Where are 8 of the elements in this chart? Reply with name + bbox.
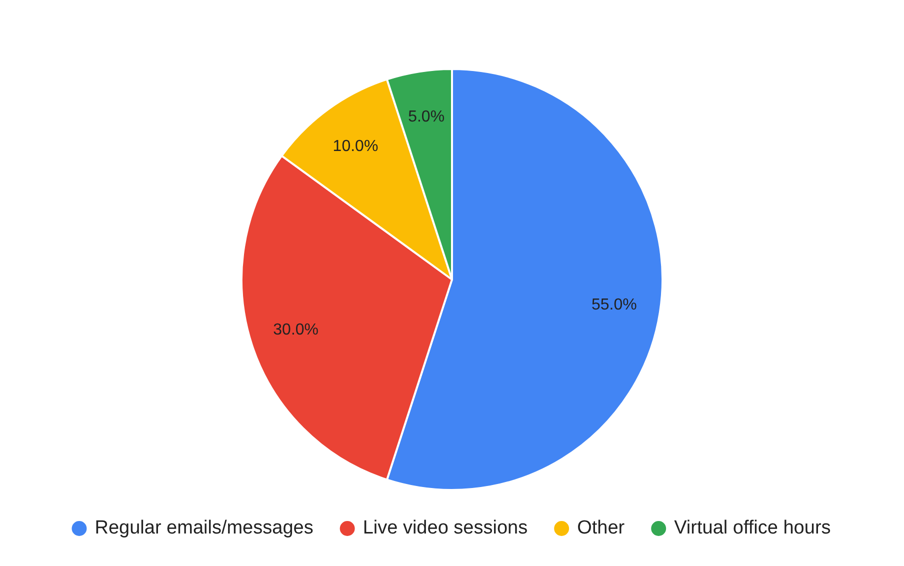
- data-label: 30.0%: [273, 322, 319, 339]
- data-label: 5.0%: [408, 108, 445, 126]
- data-label: 55.0%: [591, 296, 637, 314]
- legend-label: Regular emails/messages: [94, 518, 314, 539]
- legend-label: Live video sessions: [362, 518, 528, 539]
- legend-label: Other: [577, 518, 626, 539]
- data-label: 10.0%: [332, 138, 378, 156]
- legend-label: Virtual office hours: [674, 518, 831, 539]
